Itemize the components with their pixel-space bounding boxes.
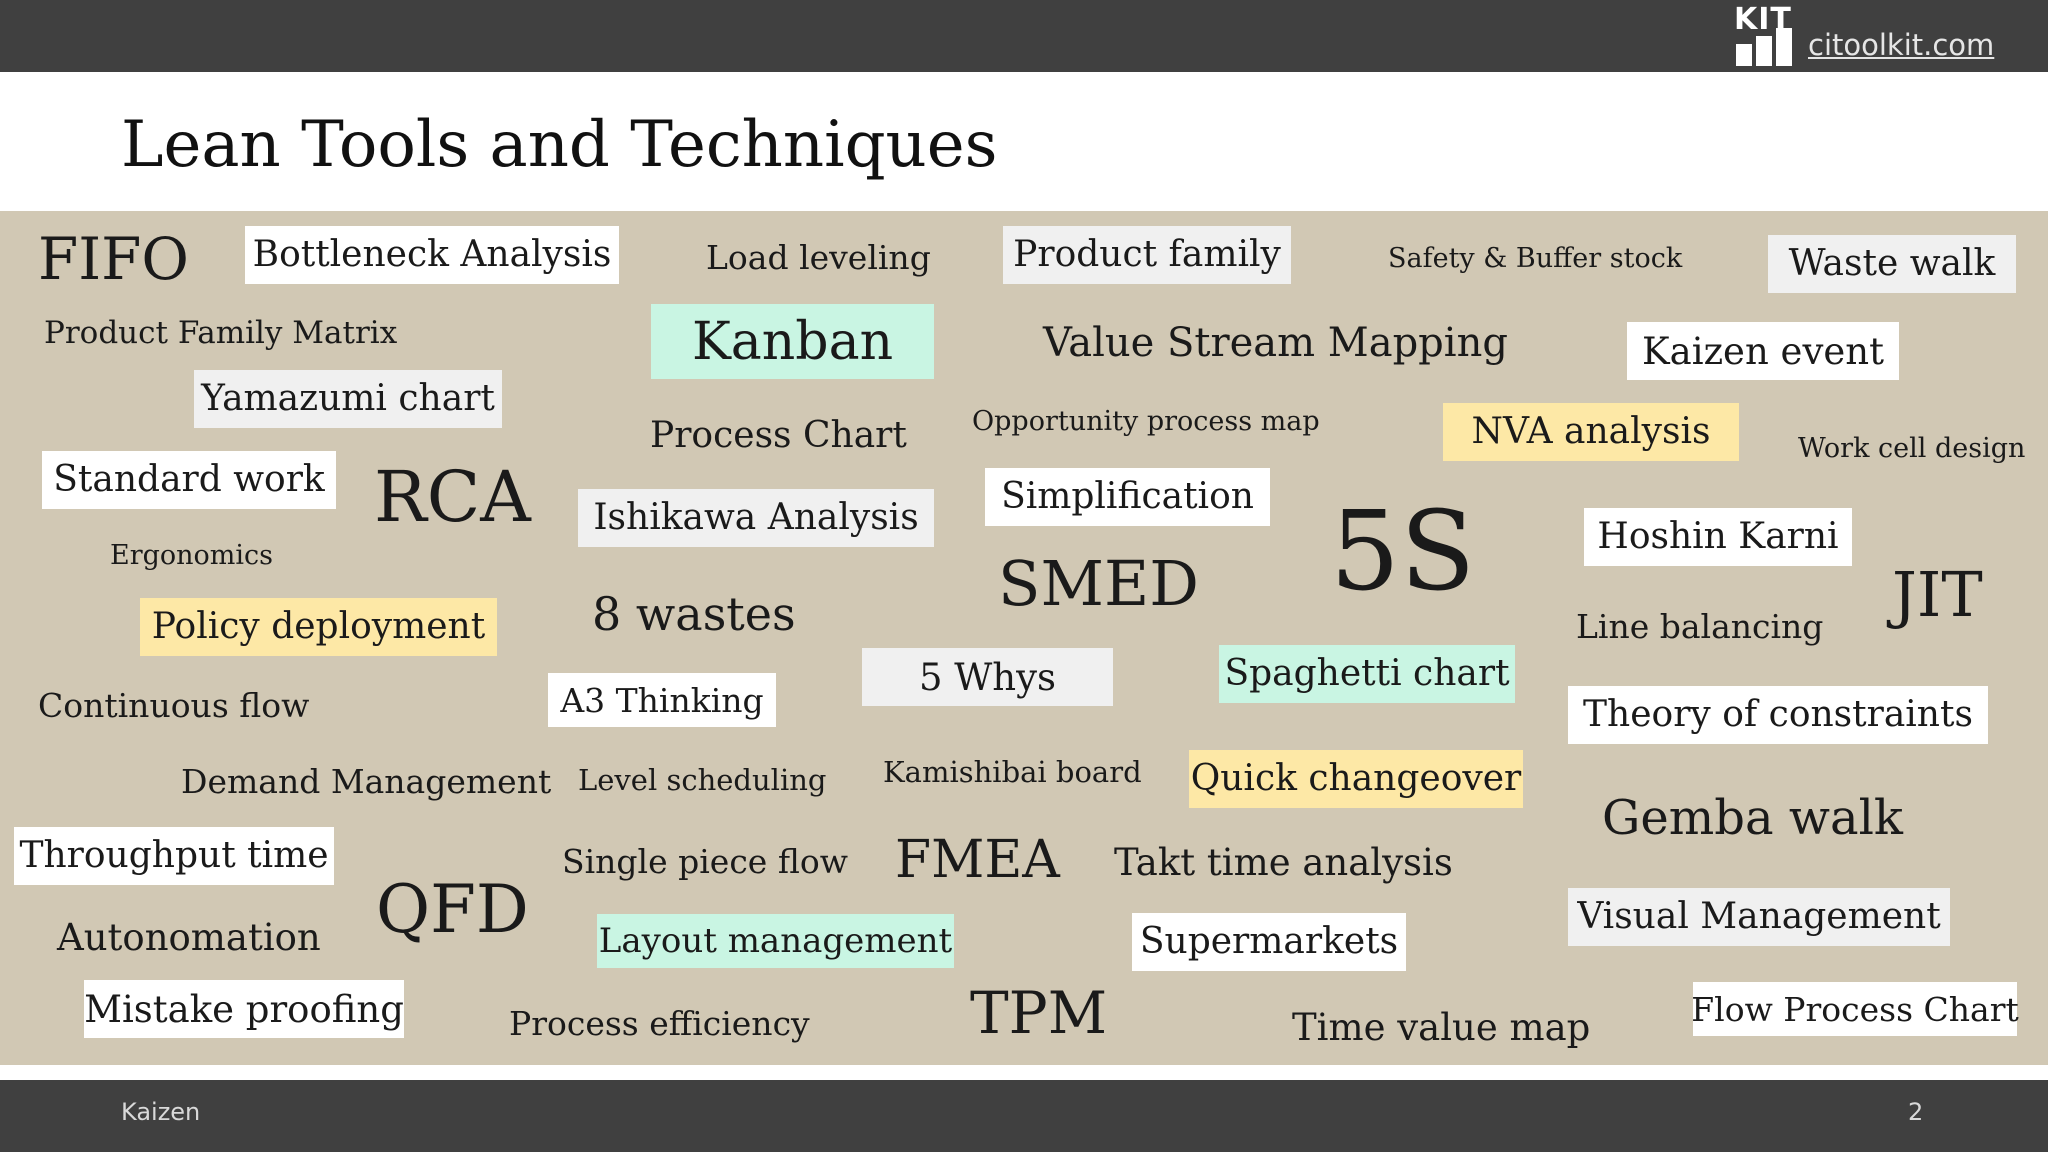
term-single-piece-flow: Single piece flow [562, 841, 848, 881]
term-continuous-flow: Continuous flow [38, 685, 310, 725]
footer-label: Kaizen [121, 1098, 201, 1126]
term-ishikawa-analysis: Ishikawa Analysis [578, 489, 934, 547]
term-visual-management: Visual Management [1568, 888, 1950, 946]
term-process-efficiency: Process efficiency [509, 1003, 810, 1043]
term-level-scheduling: Level scheduling [578, 762, 827, 797]
term-hoshin-karni: Hoshin Karni [1584, 508, 1852, 566]
term-waste-walk: Waste walk [1768, 235, 2016, 293]
term-process-chart: Process Chart [650, 415, 907, 456]
term-bottleneck-analysis: Bottleneck Analysis [245, 226, 619, 284]
term-layout-management: Layout management [597, 914, 954, 968]
term-qfd: QFD [376, 871, 529, 948]
footer-bar [0, 1080, 2048, 1152]
term-line-balancing: Line balancing [1576, 606, 1824, 646]
term-smed: SMED [998, 547, 1199, 620]
term-yamazumi-chart: Yamazumi chart [194, 370, 502, 428]
term-policy-deployment: Policy deployment [140, 598, 497, 656]
term-autonomation: Autonomation [57, 915, 321, 959]
term-8-wastes: 8 wastes [592, 587, 796, 641]
term-tpm: TPM [970, 979, 1108, 1047]
term-nva-analysis: NVA analysis [1443, 403, 1739, 461]
term-kamishibai-board: Kamishibai board [883, 754, 1142, 789]
term-gemba-walk: Gemba walk [1602, 790, 1904, 846]
term-kaizen-event: Kaizen event [1627, 322, 1899, 380]
term-5-whys: 5 Whys [862, 648, 1113, 706]
term-value-stream-mapping: Value Stream Mapping [1043, 320, 1508, 366]
term-fmea: FMEA [895, 830, 1060, 890]
slide-title: Lean Tools and Techniques [121, 108, 998, 182]
term-5s: 5S [1330, 487, 1476, 615]
term-jit: JIT [1892, 558, 1983, 631]
term-theory-of-constraints: Theory of constraints [1568, 686, 1988, 744]
term-product-family-matrix: Product Family Matrix [44, 314, 398, 351]
term-demand-management: Demand Management [181, 761, 552, 801]
term-flow-process-chart: Flow Process Chart [1691, 982, 2019, 1036]
term-throughput-time: Throughput time [14, 827, 334, 885]
term-standard-work: Standard work [42, 451, 336, 509]
term-ergonomics: Ergonomics [110, 539, 274, 571]
term-safety-buffer-stock: Safety & Buffer stock [1388, 242, 1683, 274]
term-a3-thinking: A3 Thinking [548, 673, 776, 727]
term-quick-changeover: Quick changeover [1189, 750, 1523, 808]
top-bar [0, 0, 2048, 72]
term-rca: RCA [374, 456, 531, 538]
page-number: 2 [1908, 1098, 1924, 1126]
term-supermarkets: Supermarkets [1132, 913, 1406, 971]
term-work-cell-design: Work cell design [1798, 432, 2026, 464]
term-fifo: FIFO [38, 225, 189, 293]
site-link[interactable]: citoolkit.com [1808, 28, 1995, 62]
term-opportunity-process-map: Opportunity process map [972, 405, 1320, 437]
term-load-leveling: Load leveling [706, 237, 931, 277]
term-simplification: Simplification [985, 468, 1270, 526]
term-time-value-map: Time value map [1292, 1005, 1591, 1049]
logo-bars-icon [1736, 28, 1792, 66]
term-takt-time-analysis: Takt time analysis [1114, 840, 1453, 884]
term-spaghetti-chart: Spaghetti chart [1219, 645, 1515, 703]
term-product-family: Product family [1003, 226, 1291, 284]
term-mistake-proofing: Mistake proofing [84, 980, 404, 1038]
term-kanban: Kanban [651, 304, 934, 379]
